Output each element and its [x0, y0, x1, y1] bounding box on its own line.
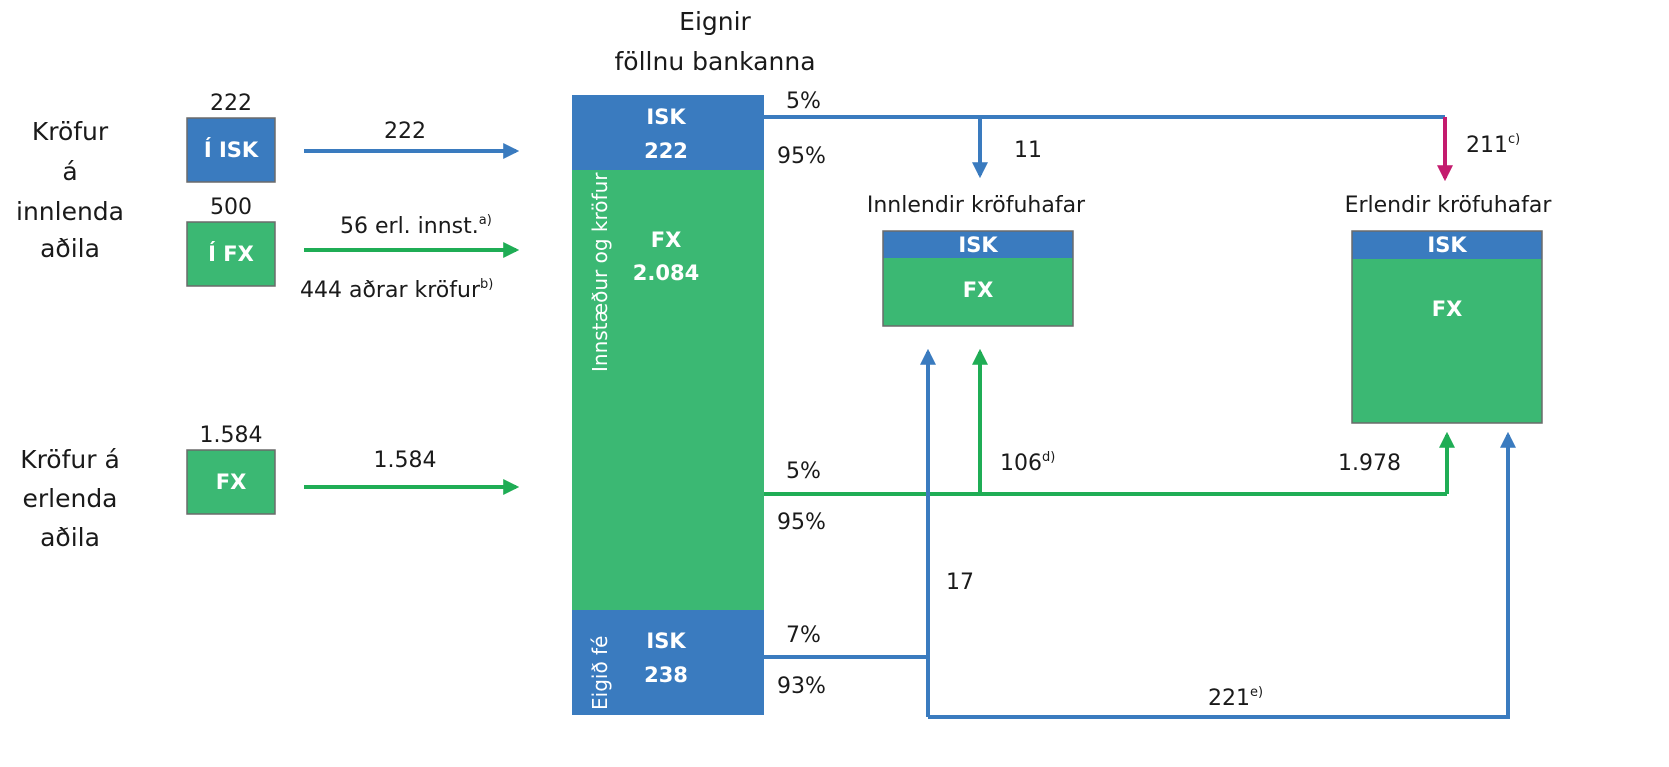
- center-isk-label: ISK: [646, 105, 686, 129]
- foreign-creditors-fx: [1352, 259, 1542, 423]
- svg-text:innlenda: innlenda: [16, 197, 124, 226]
- domestic-creditors-isk: [883, 231, 1073, 258]
- header-title-line2: föllnu bankanna: [614, 47, 815, 76]
- fx-claims-box-label: Í FX: [208, 241, 254, 266]
- fx-inflow-deposits-label: 56 erl. innst.a): [340, 213, 492, 239]
- equity-split-top: 7%: [786, 623, 821, 648]
- isk-to-domestic-value: 11: [1014, 138, 1042, 163]
- center-equity-label: ISK: [646, 629, 686, 653]
- isk-split-top: 5%: [786, 89, 821, 114]
- domestic-creditors-isk-label: ISK: [958, 233, 998, 257]
- fx-claims-box: [186, 221, 276, 287]
- center-equity-value: 238: [644, 663, 688, 687]
- foreign-creditors-isk-label: ISK: [1427, 233, 1467, 257]
- fx-split-top: 5%: [786, 459, 821, 484]
- domestic-creditors-title: Innlendir kröfuhafar: [867, 193, 1086, 218]
- domestic-creditors-fx: [883, 258, 1073, 326]
- fx-to-domestic-value: 106d): [1000, 450, 1055, 476]
- svg-text:aðila: aðila: [40, 234, 100, 263]
- foreign-creditors-title: Erlendir kröfuhafar: [1345, 193, 1553, 218]
- equity-to-foreign-value: 221e): [1208, 685, 1263, 711]
- center-fx-value: 2.084: [633, 261, 699, 285]
- svg-text:á: á: [62, 157, 77, 186]
- foreign-fx-box-label: FX: [216, 470, 247, 494]
- domestic-creditors-box: [882, 230, 1074, 327]
- fx-split-bottom: 95%: [777, 510, 826, 535]
- foreign-fx-box: [186, 449, 276, 515]
- isk-claims-box: [186, 117, 276, 183]
- foreign-creditors-fx-label: FX: [1432, 297, 1463, 321]
- foreign-fx-inflow-label: 1.584: [374, 448, 437, 473]
- svg-text:Kröfur: Kröfur: [32, 117, 109, 146]
- center-equity-block: [572, 610, 764, 715]
- svg-text:Kröfur á: Kröfur á: [20, 445, 120, 474]
- isk-box-total: 222: [210, 91, 252, 116]
- rotated-equity-label: Eigið fé: [588, 636, 612, 710]
- center-isk-block: [572, 95, 764, 170]
- svg-text:erlenda: erlenda: [22, 484, 117, 513]
- header-title-line1: Eignir: [679, 7, 751, 36]
- fx-box-total: 500: [210, 195, 252, 220]
- foreign-creditors-box: [1351, 230, 1543, 424]
- equity-to-domestic-value: 17: [946, 570, 974, 595]
- fx-inflow-other-label: 444 aðrar kröfurb): [300, 277, 493, 303]
- center-fx-block: [572, 170, 764, 610]
- center-isk-value: 222: [644, 139, 688, 163]
- isk-claims-box-label: Í ISK: [204, 137, 259, 162]
- foreign-claims-label: Kröfur á erlenda aðila: [20, 445, 120, 552]
- rotated-deposits-label: Innstæður og kröfur: [588, 172, 612, 372]
- domestic-creditors-fx-label: FX: [963, 278, 994, 302]
- equity-split-bottom: 93%: [777, 674, 826, 699]
- fx-to-foreign-value: 1.978: [1338, 451, 1401, 476]
- isk-inflow-label: 222: [384, 119, 426, 144]
- foreign-fx-box-total: 1.584: [200, 423, 263, 448]
- domestic-claims-label: Kröfur á innlenda aðila: [16, 117, 124, 263]
- isk-split-bottom: 95%: [777, 144, 826, 169]
- foreign-creditors-isk: [1352, 231, 1542, 259]
- center-fx-label: FX: [651, 228, 682, 252]
- isk-to-foreign-value: 211c): [1466, 132, 1520, 158]
- svg-text:aðila: aðila: [40, 523, 100, 552]
- equity-to-foreign-arrow: [928, 431, 1516, 719]
